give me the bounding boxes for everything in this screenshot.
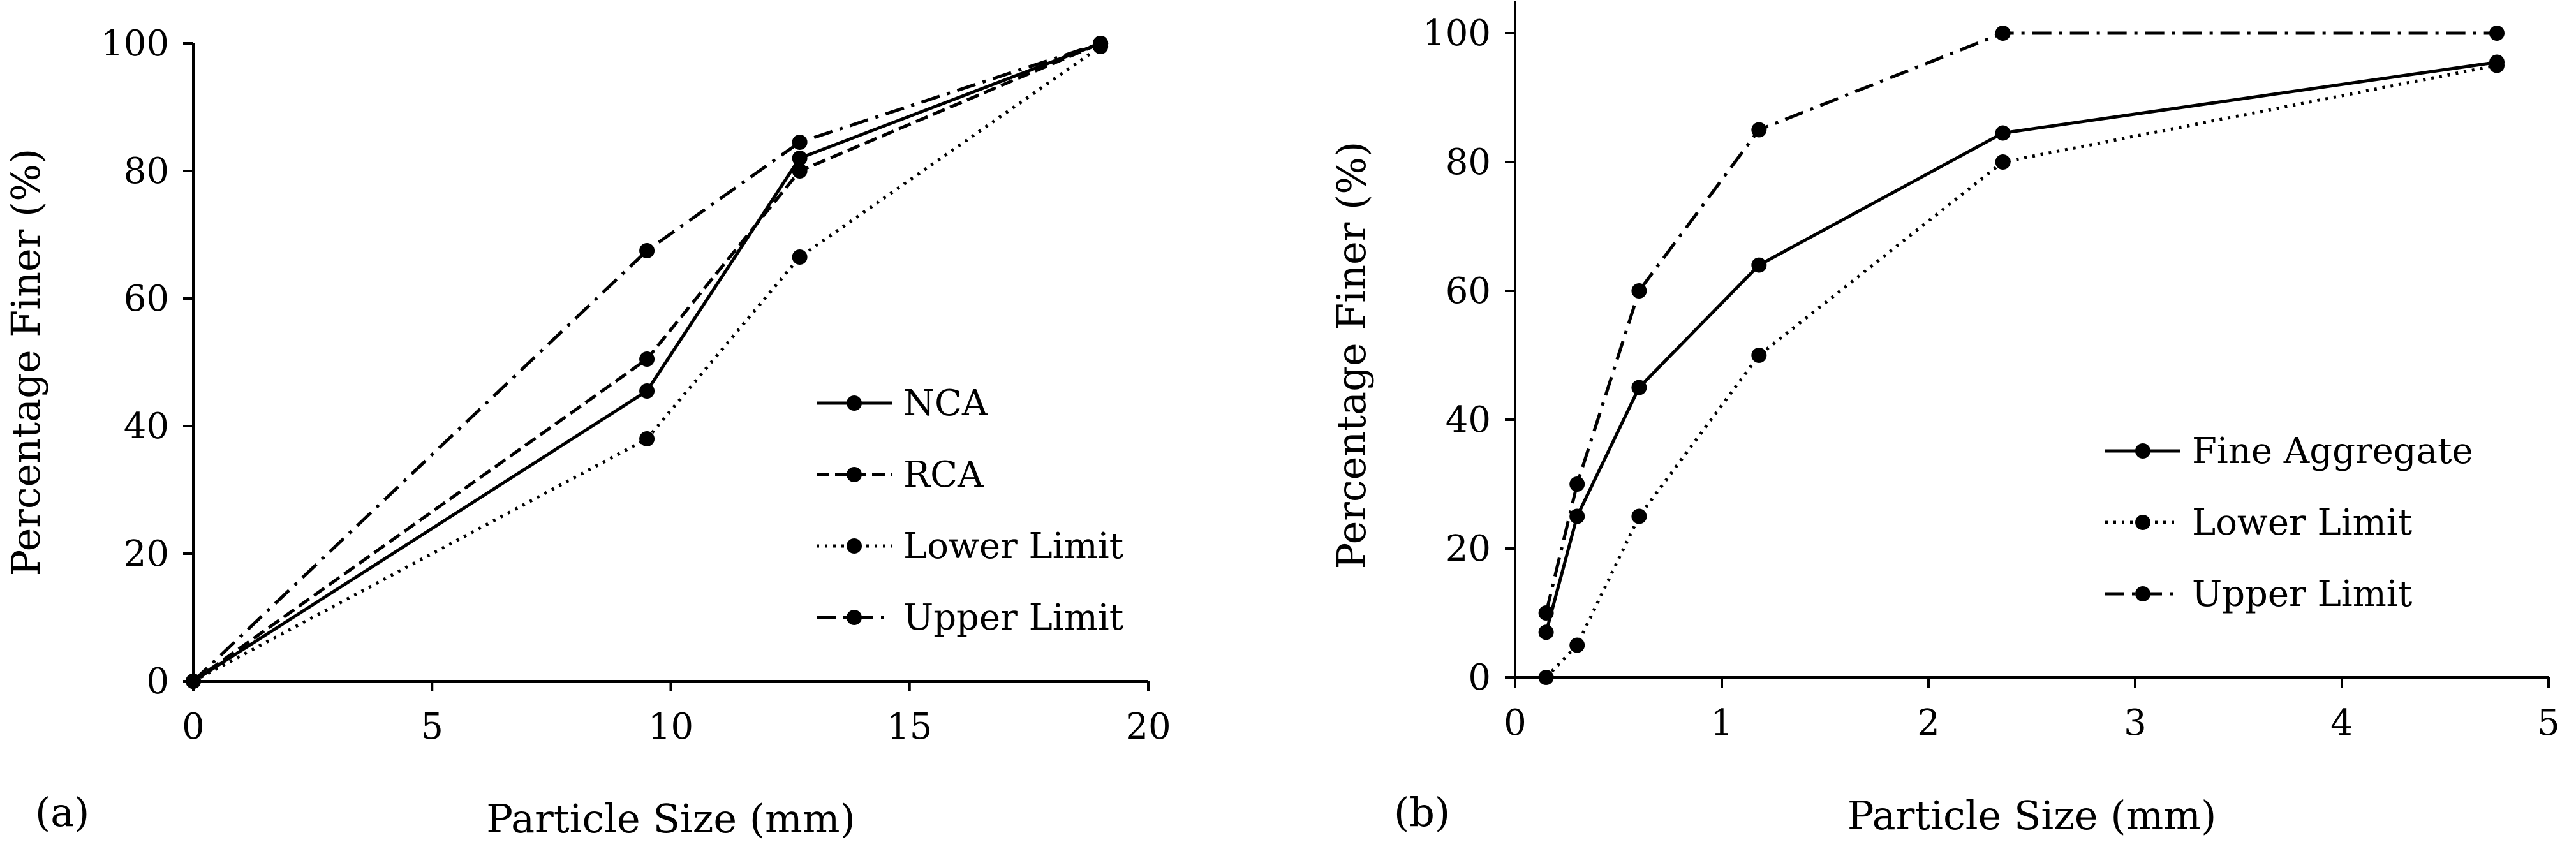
y-tick-label: 20 xyxy=(1446,528,1491,570)
legend-label: Lower Limit xyxy=(2192,502,2413,543)
legend-marker xyxy=(847,467,862,482)
y-tick-label: 40 xyxy=(1446,399,1491,441)
x-tick-label: 1 xyxy=(1710,702,1733,744)
panel-label: (a) xyxy=(35,789,89,836)
x-tick-label: 0 xyxy=(182,706,205,748)
data-point xyxy=(1569,508,1585,524)
data-point xyxy=(792,135,808,150)
data-point xyxy=(1995,125,2011,141)
legend-label: Upper Limit xyxy=(2192,573,2413,615)
y-axis-title: Percentage Finer (%) xyxy=(3,149,49,577)
legend-marker xyxy=(847,395,862,411)
legend-label: Upper Limit xyxy=(903,597,1124,638)
y-tick-label: 60 xyxy=(1446,270,1491,312)
y-tick-label: 0 xyxy=(146,661,169,702)
y-tick-label: 20 xyxy=(124,533,169,575)
data-point xyxy=(1538,670,1554,685)
series-line-lower-limit xyxy=(192,45,1102,683)
legend-label: RCA xyxy=(903,454,984,496)
legend-marker xyxy=(847,610,862,625)
chart-a: 0 5 10 15 20 0 20 40 60 80 100 Particle Size (mm) Pe… xyxy=(3,23,1171,842)
series-line-nca xyxy=(192,41,1101,683)
data-point xyxy=(1538,605,1554,621)
data-point xyxy=(2489,57,2505,73)
data-point xyxy=(1631,283,1647,299)
data-point xyxy=(1569,476,1585,492)
legend-marker xyxy=(847,538,862,554)
data-point xyxy=(1631,380,1647,395)
y-tick-label: 80 xyxy=(124,151,169,192)
data-point xyxy=(1751,348,1767,363)
legend-marker xyxy=(2135,443,2150,459)
x-tick-label: 10 xyxy=(648,706,693,748)
legend-label: Lower Limit xyxy=(903,526,1124,567)
data-point xyxy=(1751,257,1767,273)
data-point xyxy=(639,351,655,367)
data-point xyxy=(1751,122,1767,138)
series-line-rca xyxy=(192,41,1102,683)
y-axis-title: Percentage Finer (%) xyxy=(1328,142,1375,570)
legend-marker xyxy=(2135,515,2150,530)
data-point xyxy=(1093,36,1109,51)
x-tick-label: 2 xyxy=(1917,702,1940,744)
data-point xyxy=(1995,154,2011,170)
x-axis-title: Particle Size (mm) xyxy=(486,795,855,842)
legend-label: NCA xyxy=(903,383,988,424)
x-tick-label: 4 xyxy=(2330,702,2353,744)
x-tick-label: 3 xyxy=(2124,702,2147,744)
x-axis-title: Particle Size (mm) xyxy=(1847,792,2217,839)
series-line-fine-aggregate xyxy=(1544,61,2498,633)
series-line-upper-limit xyxy=(1544,31,2497,614)
y-tick-label: 60 xyxy=(124,278,169,320)
panel-label: (b) xyxy=(1394,789,1450,836)
data-point xyxy=(639,383,655,399)
legend-label: Fine Aggregate xyxy=(2192,431,2473,472)
x-tick-label: 5 xyxy=(420,706,443,748)
data-point xyxy=(639,431,655,446)
data-point xyxy=(1569,637,1585,653)
y-tick-label: 100 xyxy=(1423,13,1491,54)
x-tick-label: 5 xyxy=(2537,702,2560,744)
data-point xyxy=(186,674,201,689)
x-tick-label: 15 xyxy=(887,706,932,748)
series-line-upper-limit xyxy=(192,41,1101,683)
data-point xyxy=(639,243,655,258)
y-tick-label: 0 xyxy=(1468,657,1491,698)
y-tick-label: 100 xyxy=(101,23,169,64)
data-point xyxy=(1631,508,1647,524)
data-point xyxy=(2489,26,2505,41)
chart-b: 0 1 2 3 4 5 0 20 40 60 80 100 Particle Size (mm) Perc… xyxy=(1328,1,2560,839)
data-point xyxy=(1995,26,2011,41)
legend-marker xyxy=(2135,586,2150,601)
data-point xyxy=(792,163,808,179)
x-tick-label: 20 xyxy=(1125,706,1171,748)
y-tick-label: 80 xyxy=(1446,142,1491,183)
data-point xyxy=(1538,624,1554,640)
y-tick-label: 40 xyxy=(124,406,169,447)
x-tick-label: 0 xyxy=(1504,702,1527,744)
data-point xyxy=(792,151,808,166)
data-point xyxy=(792,249,808,265)
